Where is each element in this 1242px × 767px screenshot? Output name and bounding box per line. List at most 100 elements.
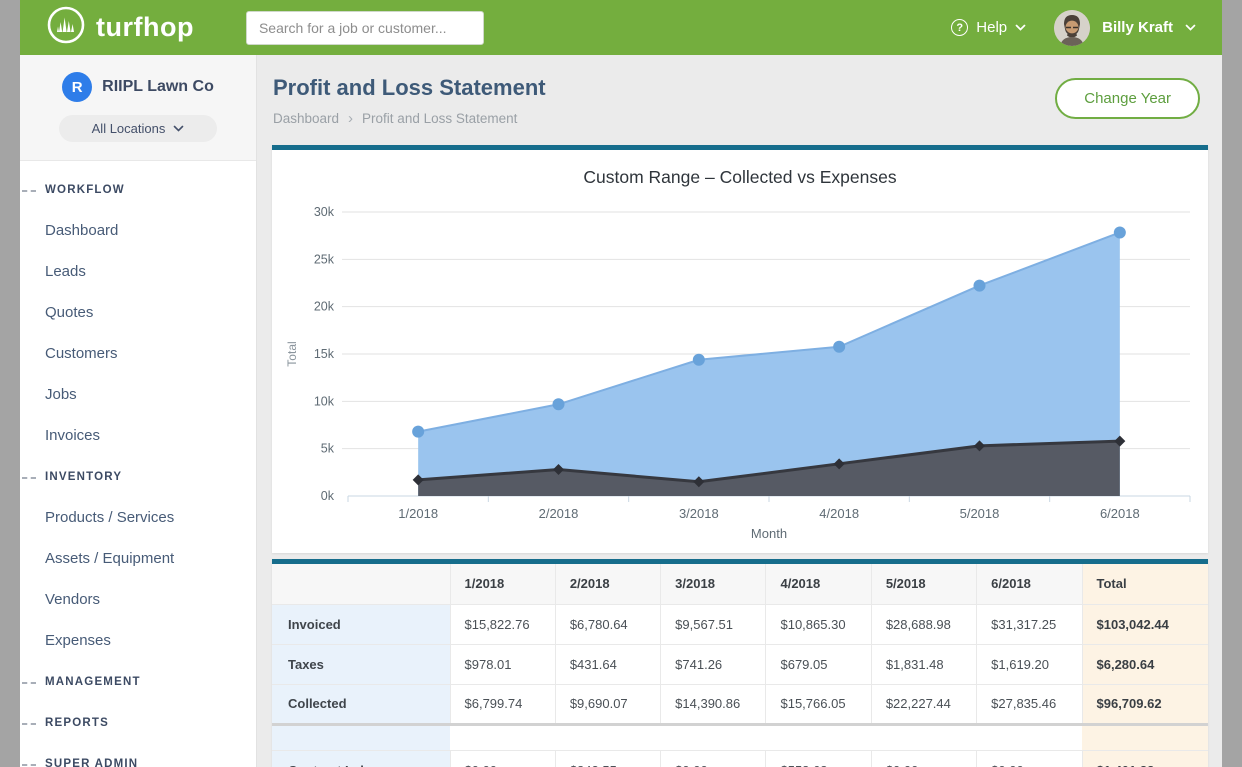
expenses-point[interactable]	[693, 476, 705, 488]
chart-mount: 0k 5k 10k 15k 20k 25k 30k 1/2018 2/2018 3/2018 4/2…	[272, 150, 1206, 558]
main-content: Profit and Loss Statement Dashboard › Pr…	[257, 55, 1222, 767]
top-nav-bar: turfhop ? Help	[20, 0, 1222, 55]
sidebar-section-workflow[interactable]: WORKFLOW	[20, 169, 256, 210]
breadcrumb-current: Profit and Loss Statement	[362, 111, 518, 126]
cell-value: $842.55	[554, 749, 662, 767]
change-year-button[interactable]: Change Year	[1055, 78, 1200, 119]
sidebar-item-vendors[interactable]: Vendors	[45, 591, 101, 608]
location-selector-label: All Locations	[91, 121, 166, 136]
tree-dashes-icon	[22, 722, 36, 725]
chevron-down-icon	[1185, 19, 1196, 36]
collected-point[interactable]	[1113, 226, 1126, 239]
sidebar-item-assets-equipment[interactable]: Assets / Equipment	[45, 550, 175, 567]
cell-value: $0.00	[870, 749, 978, 767]
sidebar-item-quotes[interactable]: Quotes	[45, 304, 94, 321]
tree-dashes-icon	[22, 681, 36, 684]
breadcrumb-dashboard[interactable]: Dashboard	[273, 111, 340, 126]
table-header-empty	[272, 564, 451, 605]
cell-value: $10,865.30	[765, 603, 872, 645]
x-tick-label: 4/2018	[819, 506, 859, 521]
help-label: Help	[976, 19, 1008, 36]
sidebar: R RIIPL Lawn Co All Locations WORKFLOW	[20, 55, 257, 767]
collected-point[interactable]	[692, 353, 705, 366]
table-section-divider	[272, 722, 1208, 751]
collected-point[interactable]	[973, 279, 986, 292]
cell-value: $558.68	[765, 749, 872, 767]
x-axis-title: Month	[751, 526, 787, 541]
tree-dashes-icon	[22, 189, 36, 192]
company-logo-badge: R	[62, 72, 93, 102]
table-header-total: Total	[1081, 564, 1208, 605]
x-tick-label: 3/2018	[679, 506, 719, 521]
cell-value: $14,390.86	[660, 683, 767, 725]
cell-total: $6,280.64	[1081, 643, 1208, 685]
location-selector[interactable]: All Locations	[59, 115, 217, 142]
table-header-6/2018: 6/2018	[976, 564, 1083, 605]
search-input[interactable]	[245, 10, 484, 45]
expenses-point[interactable]	[833, 458, 845, 470]
sidebar-section-super-admin[interactable]: SUPER ADMIN	[20, 743, 256, 767]
collected-area	[418, 232, 1120, 497]
row-label-taxes: Taxes	[272, 643, 451, 685]
table-header-5/2018: 5/2018	[870, 564, 978, 605]
collected-point[interactable]	[833, 340, 846, 353]
expenses-point[interactable]	[553, 463, 564, 475]
help-icon: ?	[951, 19, 969, 36]
collected-point[interactable]	[412, 425, 425, 438]
x-tick-label: 5/2018	[960, 506, 1000, 521]
brand-logo[interactable]: turfhop	[46, 5, 194, 50]
sidebar-section-reports[interactable]: REPORTS	[20, 702, 256, 743]
avatar	[1054, 9, 1091, 46]
chevron-down-icon	[1015, 19, 1026, 36]
cell-value: $28,688.98	[870, 603, 978, 645]
company-name: RIIPL Lawn Co	[102, 78, 214, 95]
expenses-line	[418, 439, 1120, 484]
expenses-point[interactable]	[412, 474, 424, 486]
cell-value: $6,799.74	[449, 683, 556, 725]
divider-cell	[871, 722, 977, 751]
help-menu[interactable]: ? Help	[951, 19, 1026, 36]
divider-cell	[555, 722, 661, 751]
sidebar-item-products-services[interactable]: Products / Services	[45, 509, 175, 526]
y-tick-label: 0k	[321, 489, 335, 503]
expenses-point[interactable]	[974, 440, 985, 452]
user-menu[interactable]: Billy Kraft	[1054, 9, 1196, 46]
sidebar-item-expenses[interactable]: Expenses	[45, 632, 111, 649]
sidebar-item-dashboard[interactable]: Dashboard	[45, 222, 119, 239]
collected-line	[417, 231, 1121, 433]
pnl-table-card: 1/2018 2/2018 3/2018 4/2018 5/2018 6/2018 Tota…	[272, 559, 1208, 767]
cell-value: $679.05	[765, 643, 872, 685]
tree-dashes-icon	[22, 476, 36, 479]
sidebar-item-customers[interactable]: Customers	[45, 345, 118, 362]
table-header-4/2018: 4/2018	[765, 564, 872, 605]
y-tick-label: 5k	[321, 442, 335, 456]
tree-dashes-icon	[22, 763, 36, 766]
user-name: Billy Kraft	[1102, 19, 1173, 36]
cell-value: $22,227.44	[870, 683, 978, 725]
sidebar-section-inventory[interactable]: INVENTORY	[20, 456, 256, 497]
y-tick-label: 15k	[314, 347, 335, 361]
cell-value: $0.00	[660, 749, 767, 767]
divider-total-cell	[1082, 722, 1208, 751]
table-header-row: 1/2018 2/2018 3/2018 4/2018 5/2018 6/2018 Tota…	[272, 564, 1208, 605]
expenses-point[interactable]	[1114, 435, 1126, 447]
cell-value: $9,690.07	[554, 683, 662, 725]
sidebar-item-invoices[interactable]: Invoices	[45, 427, 101, 444]
pnl-area-chart: 0k 5k 10k 15k 20k 25k 30k 1/2018 2/2018 3/2018 4/2…	[285, 205, 1191, 541]
divider-label-cell	[272, 722, 450, 751]
breadcrumb: Dashboard › Profit and Loss Statement	[273, 110, 546, 127]
cell-value: $431.64	[554, 643, 662, 685]
y-tick-label: 20k	[314, 300, 335, 314]
row-label-collected: Collected	[272, 683, 451, 725]
turfhop-logo-icon	[46, 5, 86, 50]
sidebar-section-management[interactable]: MANAGEMENT	[20, 661, 256, 702]
row-label-contract-labor: Contract Labor	[272, 749, 451, 767]
cell-value: $741.26	[660, 643, 767, 685]
table-header-2/2018: 2/2018	[554, 564, 662, 605]
pnl-table: 1/2018 2/2018 3/2018 4/2018 5/2018 6/2018 Tota…	[272, 564, 1208, 767]
sidebar-item-jobs[interactable]: Jobs	[45, 386, 77, 403]
sidebar-item-leads[interactable]: Leads	[45, 263, 86, 280]
collected-point[interactable]	[552, 398, 565, 411]
divider-cell	[660, 722, 766, 751]
divider-cell	[976, 722, 1082, 751]
